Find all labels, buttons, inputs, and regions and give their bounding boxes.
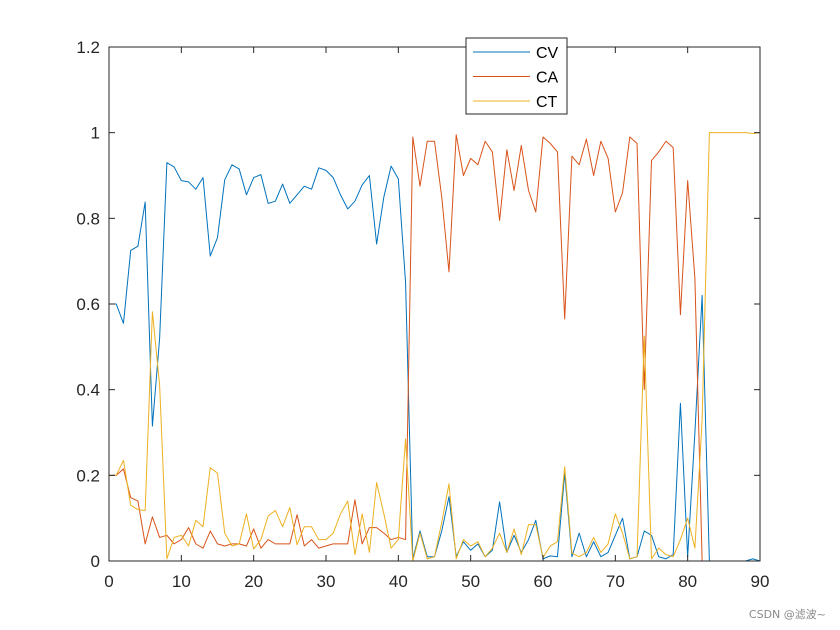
y-tick-label: 0.8 [76, 209, 100, 228]
x-tick-label: 90 [751, 572, 770, 591]
x-tick-label: 60 [534, 572, 553, 591]
plot-background [109, 47, 760, 561]
x-tick-label: 40 [389, 572, 408, 591]
y-tick-label: 0 [91, 552, 100, 571]
legend-label-cv: CV [536, 45, 559, 62]
x-tick-label: 20 [244, 572, 263, 591]
plot-area [109, 47, 760, 561]
y-tick-label: 1.2 [76, 38, 100, 57]
watermark-text: CSDN @滤波~ [748, 608, 826, 621]
series-line-ct [108, 132, 761, 562]
legend-label-ct: CT [536, 94, 558, 111]
x-tick-label: 80 [678, 572, 697, 591]
x-tick-label: 30 [317, 572, 336, 591]
series-layer [108, 132, 761, 562]
legend-label-ca: CA [536, 70, 559, 87]
y-tick-label: 0.6 [76, 295, 100, 314]
y-tick-label: 1 [91, 124, 100, 143]
x-tick-label: 0 [104, 572, 113, 591]
series-line-ca [108, 134, 761, 562]
y-tick-label: 0.4 [76, 381, 100, 400]
x-tick-label: 10 [172, 572, 191, 591]
x-tick-label: 70 [606, 572, 625, 591]
legend: CV CA CT [465, 37, 568, 115]
y-tick-label: 0.2 [76, 466, 100, 485]
axes-layer: 0 10 20 30 40 50 60 70 80 90 0 0.2 0.4 0.6 0.8 1 1.2 [76, 38, 769, 591]
x-tick-label: 50 [461, 572, 480, 591]
